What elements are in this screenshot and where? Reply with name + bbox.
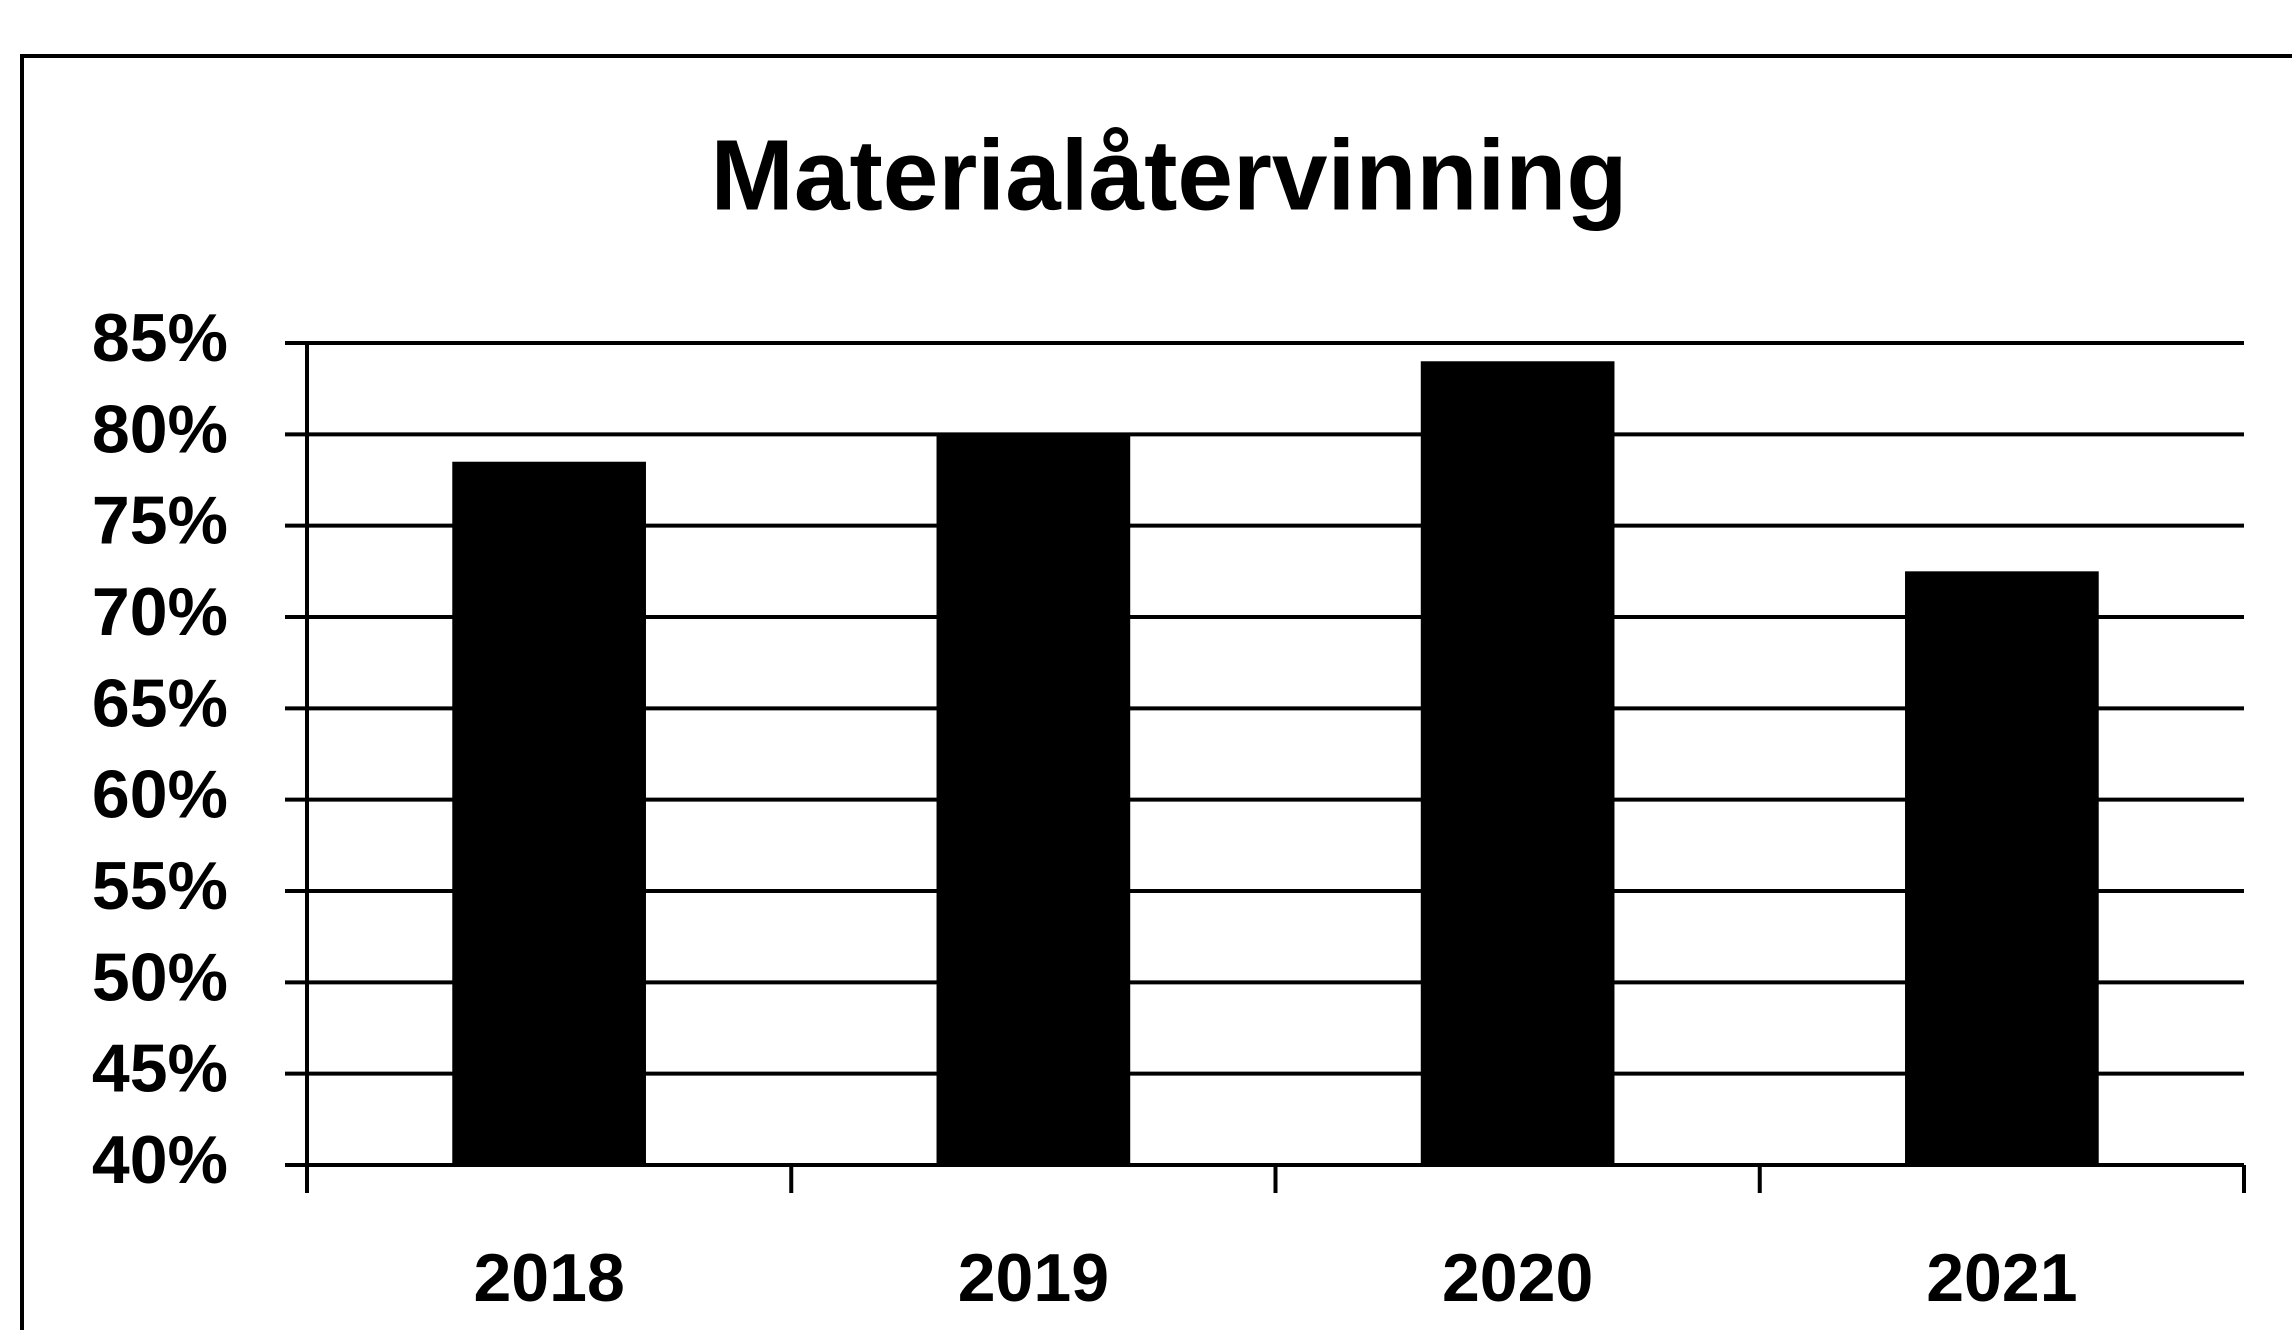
x-tick-label: 2021 — [1926, 1240, 2077, 1316]
y-tick-label: 70% — [92, 574, 228, 650]
y-tick-label: 65% — [92, 665, 228, 741]
y-tick-label: 75% — [92, 483, 228, 559]
y-tick-label: 80% — [92, 391, 228, 467]
bar — [1905, 571, 2099, 1165]
bar — [452, 461, 646, 1165]
y-tick-label: 45% — [92, 1031, 228, 1107]
y-tick-label: 60% — [92, 757, 228, 833]
chart-border — [20, 54, 2292, 1330]
y-tick-label: 55% — [92, 848, 228, 924]
bar — [936, 434, 1131, 1165]
x-tick-label: 2019 — [958, 1240, 1109, 1316]
x-tick-label: 2020 — [1442, 1240, 1593, 1316]
y-tick-label: 50% — [92, 939, 228, 1015]
y-tick-label: 85% — [92, 300, 228, 376]
bar — [1420, 361, 1615, 1165]
x-tick-label: 2018 — [473, 1240, 624, 1316]
chart-title: Materialåtervinning — [711, 119, 1628, 231]
y-tick-label: 40% — [92, 1122, 228, 1198]
